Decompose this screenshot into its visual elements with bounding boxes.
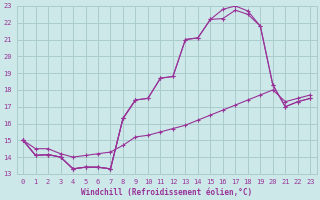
X-axis label: Windchill (Refroidissement éolien,°C): Windchill (Refroidissement éolien,°C) bbox=[81, 188, 252, 197]
